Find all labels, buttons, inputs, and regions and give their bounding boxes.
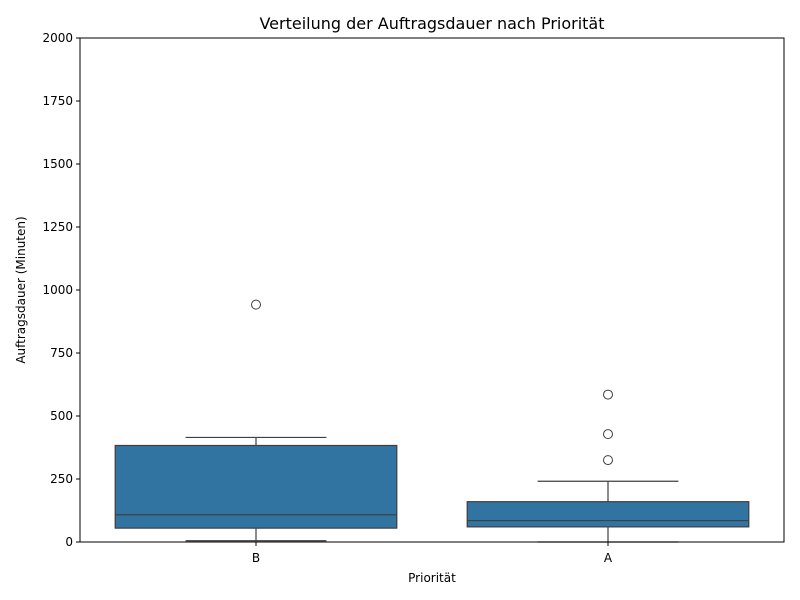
y-axis-label: Auftragsdauer (Minuten) bbox=[14, 216, 28, 363]
x-tick-label: B bbox=[252, 551, 260, 565]
outlier-point bbox=[603, 389, 613, 400]
plot-frame bbox=[79, 37, 785, 543]
box-group-B bbox=[114, 299, 398, 542]
outlier-point bbox=[251, 299, 261, 310]
y-tick-label: 1750 bbox=[42, 94, 73, 108]
plot-area bbox=[114, 299, 750, 543]
outlier-point bbox=[603, 429, 613, 440]
x-axis-label: Priorität bbox=[408, 571, 456, 585]
outlier-point bbox=[603, 455, 613, 466]
box bbox=[466, 501, 750, 528]
y-tick-label: 250 bbox=[50, 472, 73, 486]
y-tick-label: 1250 bbox=[42, 220, 73, 234]
box bbox=[114, 444, 398, 529]
box-group-A bbox=[466, 389, 750, 543]
y-tick-label: 750 bbox=[50, 346, 73, 360]
y-tick-label: 0 bbox=[65, 535, 73, 549]
x-tick-label: A bbox=[604, 551, 613, 565]
chart-title: Verteilung der Auftragsdauer nach Priori… bbox=[259, 14, 604, 33]
y-axis: 0 250 500 750 1000 1250 1500 1750 2000 bbox=[42, 31, 80, 549]
y-tick-label: 2000 bbox=[42, 31, 73, 45]
y-tick-label: 500 bbox=[50, 409, 73, 423]
y-tick-label: 1000 bbox=[42, 283, 73, 297]
y-tick-label: 1500 bbox=[42, 157, 73, 171]
